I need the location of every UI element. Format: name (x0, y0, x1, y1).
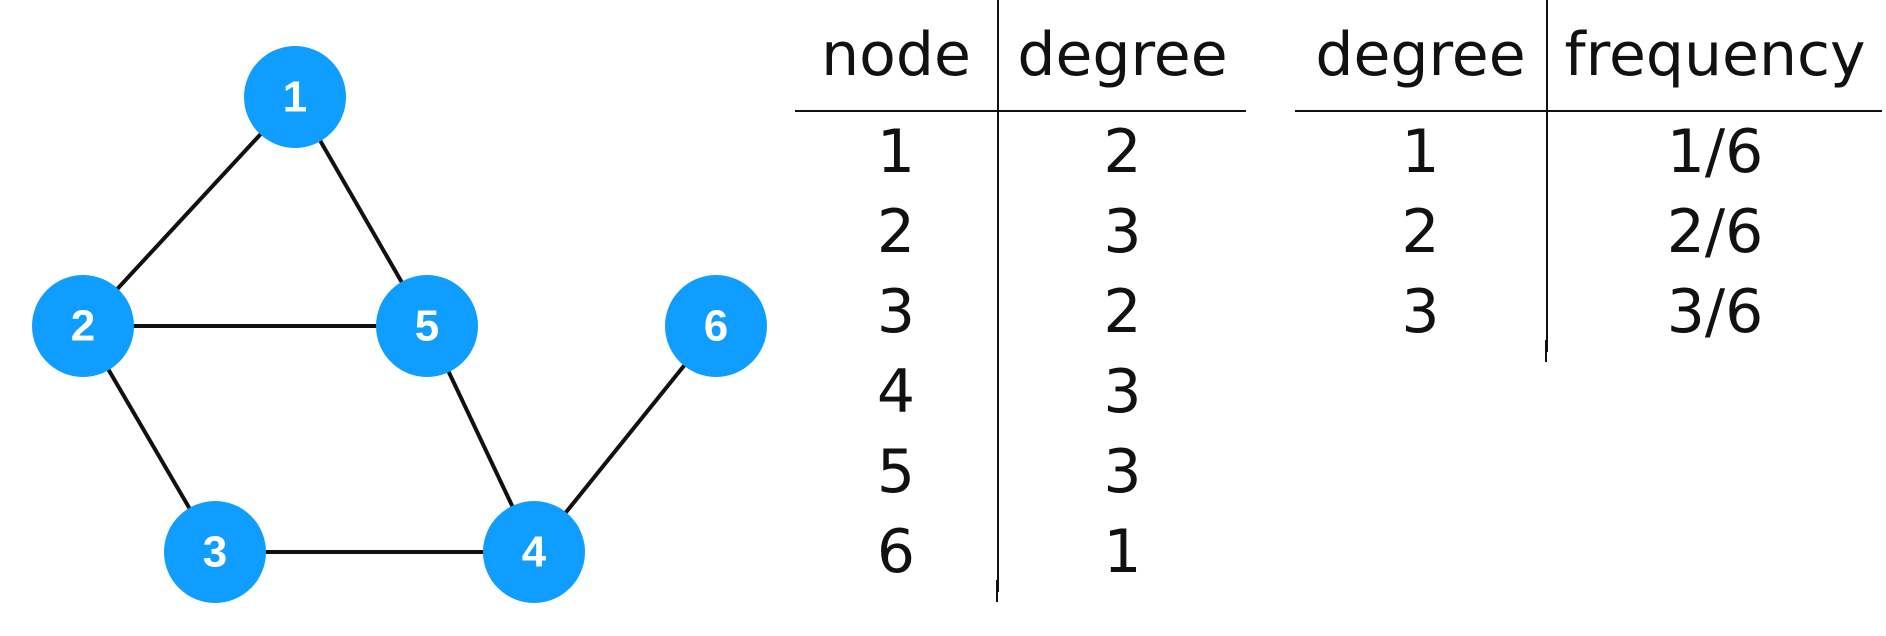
node-label: 2 (71, 302, 95, 351)
node-cell: 4 (795, 352, 999, 432)
node-cell: 6 (795, 512, 999, 592)
edge-1-2 (81, 95, 297, 328)
degree-cell: 3 (1103, 197, 1142, 267)
node-degree-table: node degree 1 2 2 3 3 2 4 3 5 3 6 1 (795, 0, 1246, 592)
table-row: 2 3 (795, 192, 1246, 272)
node-2: 2 (32, 275, 134, 377)
node-circle (665, 275, 767, 377)
degree-cell: 1 (1103, 517, 1142, 587)
header-degree: degree (998, 0, 1246, 112)
header-frequency: frequency (1547, 0, 1882, 112)
table-row: 2 2/6 (1295, 192, 1882, 272)
node-label: 1 (283, 73, 307, 122)
node-circle (164, 501, 266, 603)
degree-cell: 2 (1295, 192, 1548, 272)
table-row: 6 1 (795, 512, 1246, 592)
degree-cell: 3 (1103, 437, 1142, 507)
node-label: 6 (704, 302, 728, 351)
table-header-row: degree frequency (1295, 0, 1882, 112)
column-divider-tail (1545, 340, 1547, 362)
node-circle (244, 46, 346, 148)
table-row: 1 2 (795, 111, 1246, 192)
network-graph: 1 2 3 4 5 6 (32, 46, 767, 603)
node-label: 4 (522, 528, 547, 577)
degree-cell: 1 (1295, 111, 1548, 192)
table-header-row: node degree (795, 0, 1246, 112)
table-row: 1 1/6 (1295, 111, 1882, 192)
table-row: 5 3 (795, 432, 1246, 512)
header-node: node (795, 0, 999, 112)
column-divider-tail (996, 580, 998, 602)
node-cell: 2 (795, 192, 999, 272)
node-6: 6 (665, 275, 767, 377)
table-row: 3 3/6 (1295, 272, 1882, 352)
node-circle (32, 275, 134, 377)
table-row: 4 3 (795, 352, 1246, 432)
node-5: 5 (376, 275, 478, 377)
header-degree: degree (1295, 0, 1548, 112)
graph-nodes: 1 2 3 4 5 6 (32, 46, 767, 603)
node-cell: 1 (795, 111, 999, 192)
node-circle (376, 275, 478, 377)
degree-cell: 2 (1103, 117, 1142, 187)
table-row: 3 2 (795, 272, 1246, 352)
node-label: 3 (203, 528, 227, 577)
node-cell: 3 (795, 272, 999, 352)
degree-frequency-table: degree frequency 1 1/6 2 2/6 3 3/6 (1295, 0, 1882, 352)
degree-cell: 3 (1295, 272, 1548, 352)
node-circle (483, 501, 585, 603)
node-3: 3 (164, 501, 266, 603)
node-label: 5 (415, 302, 439, 351)
node-1: 1 (244, 46, 346, 148)
node-cell: 5 (795, 432, 999, 512)
degree-cell: 2 (1103, 277, 1142, 347)
frequency-cell: 3/6 (1666, 277, 1764, 347)
frequency-cell: 2/6 (1666, 197, 1764, 267)
degree-cell: 3 (1103, 357, 1142, 427)
frequency-cell: 1/6 (1666, 117, 1764, 187)
node-4: 4 (483, 501, 585, 603)
